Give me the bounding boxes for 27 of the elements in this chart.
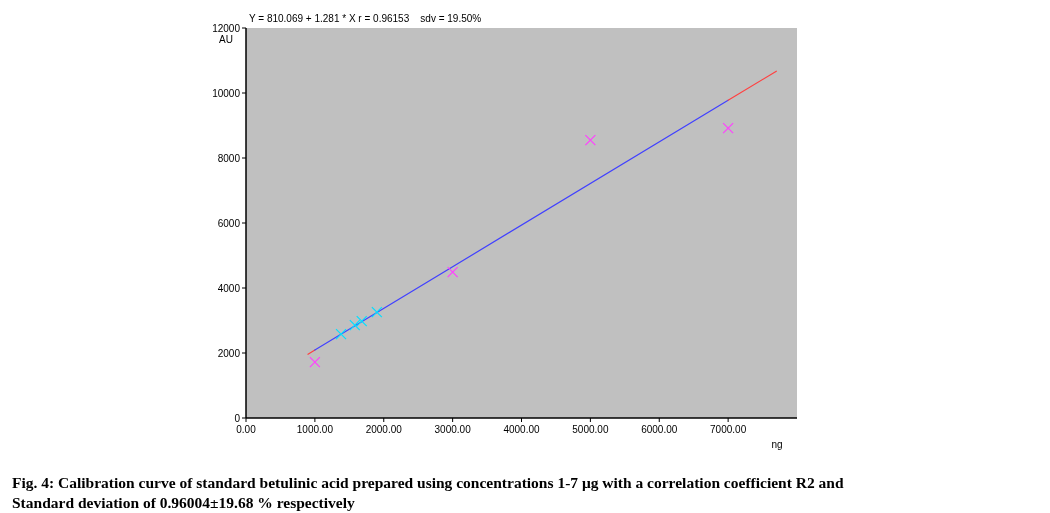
y-tick-label: 4000 (217, 282, 241, 294)
y-tick-label: 2000 (217, 347, 241, 359)
point (447, 266, 459, 278)
x-tick-label: 3000.00 (434, 424, 472, 435)
point (349, 319, 361, 331)
y-tick-label: 12000 (212, 22, 241, 34)
point (356, 315, 368, 327)
x-tick-label: 5000.00 (572, 424, 609, 435)
x-tick-label: 6000.00 (641, 424, 678, 435)
point (722, 122, 734, 134)
y-axis-title: AU (219, 34, 233, 45)
x-tick-label: 7000.00 (710, 424, 747, 435)
x-tick-label: 0.00 (236, 424, 257, 435)
point (584, 134, 596, 146)
y-tick-label: 0 (234, 412, 241, 424)
chart-title: Y = 810.069 + 1.281 * X r = 0.96153 sdv = 19.50% (249, 13, 482, 24)
x-tick-label: 4000.00 (503, 424, 541, 435)
x-axis-title: ng (771, 439, 783, 450)
y-tick-label: 8000 (217, 152, 241, 164)
point (335, 328, 347, 340)
caption: Fig. 4: Calibration curve of standard betulinic acid prepared using concentrations 1-7 μg with a correlation coefficient R2 and Standard deviation of 0.96004±19.68 % respectively (12, 474, 844, 511)
y-tick-label: 10000 (212, 87, 241, 99)
point (371, 306, 383, 318)
x-tick-label: 1000.00 (296, 424, 334, 435)
x-tick-label: 2000.00 (365, 424, 403, 435)
y-tick-label: 6000 (217, 217, 241, 229)
point (309, 356, 321, 368)
